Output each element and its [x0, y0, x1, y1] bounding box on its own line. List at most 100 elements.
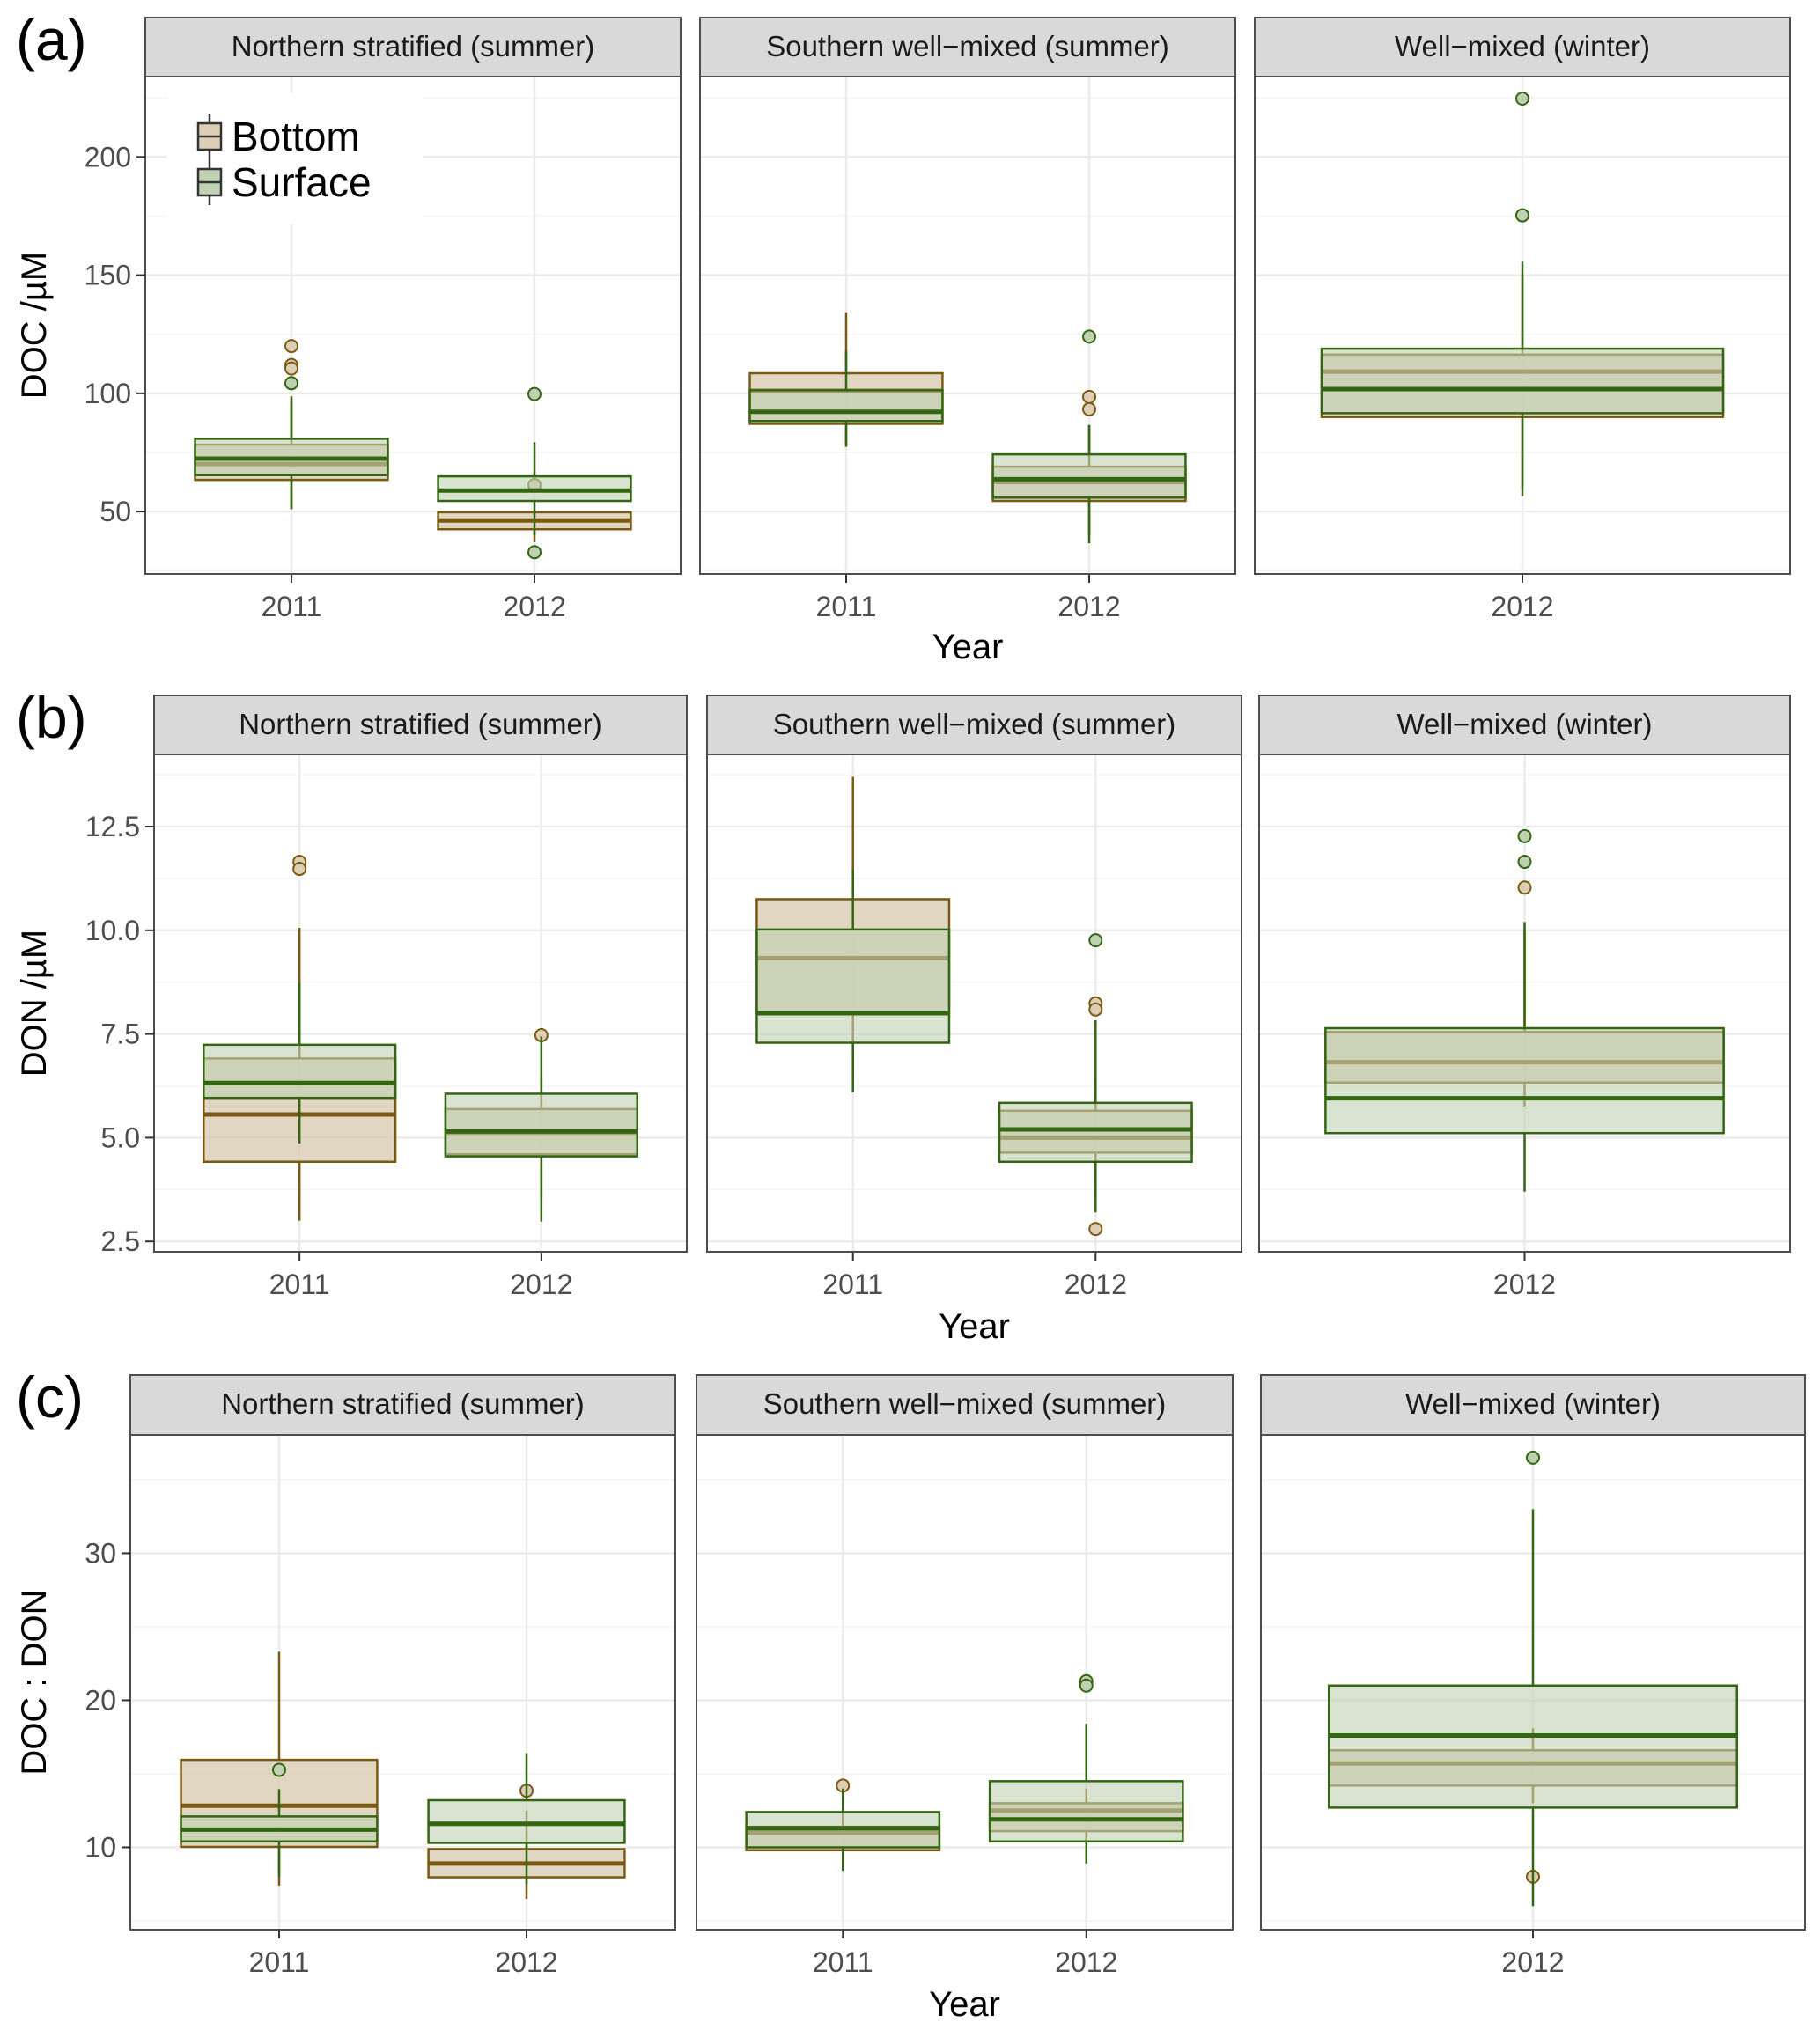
y-tick-label: 5.0: [101, 1122, 140, 1153]
x-tick-label: 2011: [813, 1946, 873, 1978]
outlier-point: [1088, 1222, 1103, 1237]
panel-border: [1254, 76, 1791, 575]
iqr-box: [988, 1780, 1184, 1843]
outlier-point: [1082, 329, 1097, 344]
facet-title: Southern well−mixed (summer): [773, 708, 1176, 740]
x-tick-label: 2012: [510, 1269, 572, 1300]
x-tick-label: 2012: [503, 591, 565, 622]
x-tick-label: 2012: [495, 1946, 557, 1978]
facet-strip: [696, 1374, 1234, 1436]
y-tick-label: 150: [85, 260, 131, 291]
plot-background: [696, 1435, 1233, 1930]
outlier-point: [1082, 389, 1097, 404]
box-surface-2011: [203, 982, 397, 1144]
panel-border: [129, 1434, 676, 1931]
box-surface-2012: [991, 329, 1187, 544]
iqr-box: [991, 452, 1187, 499]
outlier-point: [1088, 1002, 1103, 1017]
x-tick-label: 2012: [1055, 1946, 1117, 1978]
facet-panel: Well−mixed (winter) 2012: [1258, 695, 1791, 1300]
panel-border: [153, 754, 688, 1253]
facet-strip: [144, 17, 682, 77]
iqr-box: [203, 1043, 397, 1100]
iqr-box: [748, 389, 944, 423]
box-surface-2012: [444, 1036, 638, 1222]
x-tick-label: 2012: [1501, 1946, 1564, 1978]
outlier-point: [1517, 880, 1532, 895]
facet-title: Well−mixed (winter): [1405, 1387, 1661, 1420]
outlier-point: [1517, 828, 1532, 843]
y-tick-label: 20: [85, 1684, 116, 1716]
x-tick-label: 2012: [1491, 591, 1553, 622]
outlier-point: [284, 361, 298, 376]
facet-panel: Northern stratified (summer) 2011 2012 10 20…: [85, 1374, 676, 1978]
box-surface-2012: [988, 1673, 1184, 1864]
box-surface-2012: [1328, 1450, 1738, 1907]
iqr-box: [1324, 1026, 1725, 1135]
chart-row-b: (b) DON /µM Year Northern stratified (summe…: [15, 685, 1791, 1346]
outlier-point: [527, 545, 542, 560]
y-axis-title: DON /µM: [15, 930, 54, 1077]
box-surface-2012: [427, 1753, 626, 1885]
box-surface-2012: [437, 386, 632, 560]
iqr-box: [444, 1092, 638, 1158]
x-tick-label: 2012: [1493, 1269, 1556, 1300]
panel-border: [1258, 754, 1791, 1253]
legend-label-bottom: Bottom: [232, 114, 360, 159]
x-tick-label: 2011: [822, 1269, 883, 1300]
x-axis-title: Year: [939, 1307, 1010, 1346]
outlier-point: [284, 339, 298, 354]
row-label: (b): [16, 685, 87, 750]
facet-title: Well−mixed (winter): [1396, 708, 1652, 740]
facet-title: Northern stratified (summer): [232, 30, 595, 63]
row-label: (a): [16, 7, 87, 72]
outlier-point: [284, 376, 298, 391]
y-tick-label: 7.5: [101, 1019, 140, 1050]
box-surface-2011: [745, 1788, 941, 1872]
y-axis-title: DOC /µM: [15, 252, 54, 399]
outlier-point: [1082, 401, 1097, 416]
panel-border: [706, 754, 1242, 1253]
outlier-point: [292, 862, 307, 877]
outlier-point: [1517, 855, 1532, 870]
panel-border: [699, 76, 1236, 575]
facet-title: Well−mixed (winter): [1395, 30, 1650, 63]
x-tick-label: 2011: [249, 1946, 310, 1978]
plot-background: [154, 754, 687, 1252]
facet-panel: Southern well−mixed (summer) 2011 2012: [706, 695, 1242, 1300]
facet-title: Southern well−mixed (summer): [763, 1387, 1167, 1420]
box-surface-2012: [1324, 828, 1725, 1192]
y-tick-label: 200: [85, 141, 131, 173]
iqr-box: [427, 1798, 626, 1844]
facet-panel: Southern well−mixed (summer) 2011 2012: [699, 17, 1236, 622]
y-tick-label: 2.5: [101, 1225, 140, 1257]
x-axis-title: Year: [929, 1985, 1000, 2024]
facet-panel: Northern stratified (summer) 2011 2012 50 10…: [85, 17, 682, 622]
facet-strip: [1258, 695, 1791, 755]
facet-title: Northern stratified (summer): [239, 708, 602, 740]
iqr-box: [755, 928, 951, 1044]
x-tick-label: 2011: [262, 591, 322, 622]
box-surface-2011: [180, 1762, 379, 1877]
chart-row-a: (a) DOC /µM Year Northern stratified (summe…: [15, 7, 1791, 666]
box-surface-2011: [755, 870, 951, 1093]
y-tick-label: 30: [85, 1537, 116, 1569]
x-tick-label: 2012: [1057, 591, 1120, 622]
y-axis-title: DOC : DON: [15, 1589, 54, 1775]
facet-panel: Well−mixed (winter) 2012: [1254, 17, 1791, 622]
facet-strip: [129, 1374, 676, 1436]
chart-row-c: (c) DOC : DON Year Northern stratified (sum…: [15, 1364, 1806, 2024]
outlier-point: [1088, 933, 1103, 948]
facet-panel: Well−mixed (winter) 2012: [1260, 1374, 1806, 1978]
panel-border: [144, 76, 682, 575]
facet-title: Southern well−mixed (summer): [766, 30, 1169, 63]
outlier-point: [1526, 1450, 1540, 1465]
facet-strip: [1254, 17, 1791, 77]
iqr-box: [1320, 347, 1725, 415]
iqr-box: [998, 1101, 1193, 1163]
facet-panel: Northern stratified (summer) 2011 2012 2.5 5…: [85, 695, 688, 1300]
legend-label-surface: Surface: [232, 159, 372, 205]
y-tick-label: 50: [99, 496, 131, 527]
